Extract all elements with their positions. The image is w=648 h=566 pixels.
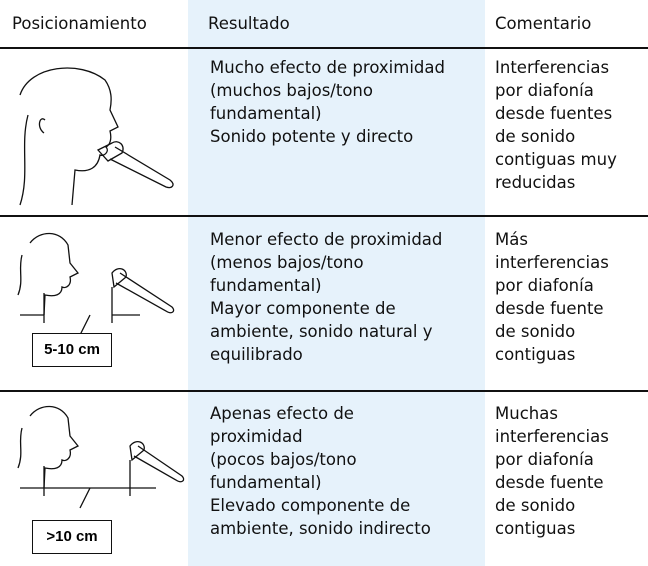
result-line: Apenas efecto de [210, 404, 354, 423]
comment-line: de sonido [495, 127, 576, 146]
distance-label: 5-10 cm [32, 333, 112, 367]
result-line: fundamental) [210, 104, 322, 123]
result-line: ambiente, sonido natural y [210, 322, 433, 341]
comment-line: desde fuente [495, 299, 604, 318]
comment-line: contiguas muy [495, 150, 617, 169]
comment-line: Más [495, 230, 528, 249]
result-line: proximidad [210, 427, 303, 446]
comment-line: reducidas [495, 173, 576, 192]
result-line: Menor efecto de proximidad [210, 230, 443, 249]
result-line: equilibrado [210, 345, 303, 364]
comment-line: por diafonía [495, 276, 594, 295]
result-line: Sonido potente y directo [210, 127, 414, 146]
header-cell: Resultado [208, 14, 290, 33]
comment-line: Muchas [495, 404, 558, 423]
comment-line: contiguas [495, 519, 576, 538]
result-column-bg [188, 0, 485, 566]
illustration-medium [17, 232, 175, 336]
illustration-close [19, 67, 174, 206]
result-line: fundamental) [210, 473, 322, 492]
header-cell: Comentario [495, 14, 592, 33]
result-line: (pocos bajos/tono [210, 450, 357, 469]
result-line: ambiente, sonido indirecto [210, 519, 431, 538]
header-cell: Posicionamiento [12, 14, 147, 33]
rule [0, 390, 648, 392]
rule [0, 47, 648, 49]
result-line: (menos bajos/tono [210, 253, 364, 272]
comment-line: por diafonía [495, 81, 594, 100]
comment-line: por diafonía [495, 450, 594, 469]
comment-line: interferencias [495, 427, 609, 446]
comment-line: desde fuente [495, 473, 604, 492]
result-line: fundamental) [210, 276, 322, 295]
result-line: Mayor componente de [210, 299, 396, 318]
comment-line: Interferencias [495, 58, 610, 77]
comment-line: de sonido [495, 322, 576, 341]
rule [0, 215, 648, 217]
illustration-far [17, 405, 185, 509]
comment-line: desde fuentes [495, 104, 613, 123]
result-line: Elevado componente de [210, 496, 411, 515]
comment-line: interferencias [495, 253, 609, 272]
comment-line: de sonido [495, 496, 576, 515]
result-line: Mucho efecto de proximidad [210, 58, 445, 77]
comment-line: contiguas [495, 345, 576, 364]
result-line: (muchos bajos/tono [210, 81, 373, 100]
distance-label: >10 cm [32, 520, 112, 554]
